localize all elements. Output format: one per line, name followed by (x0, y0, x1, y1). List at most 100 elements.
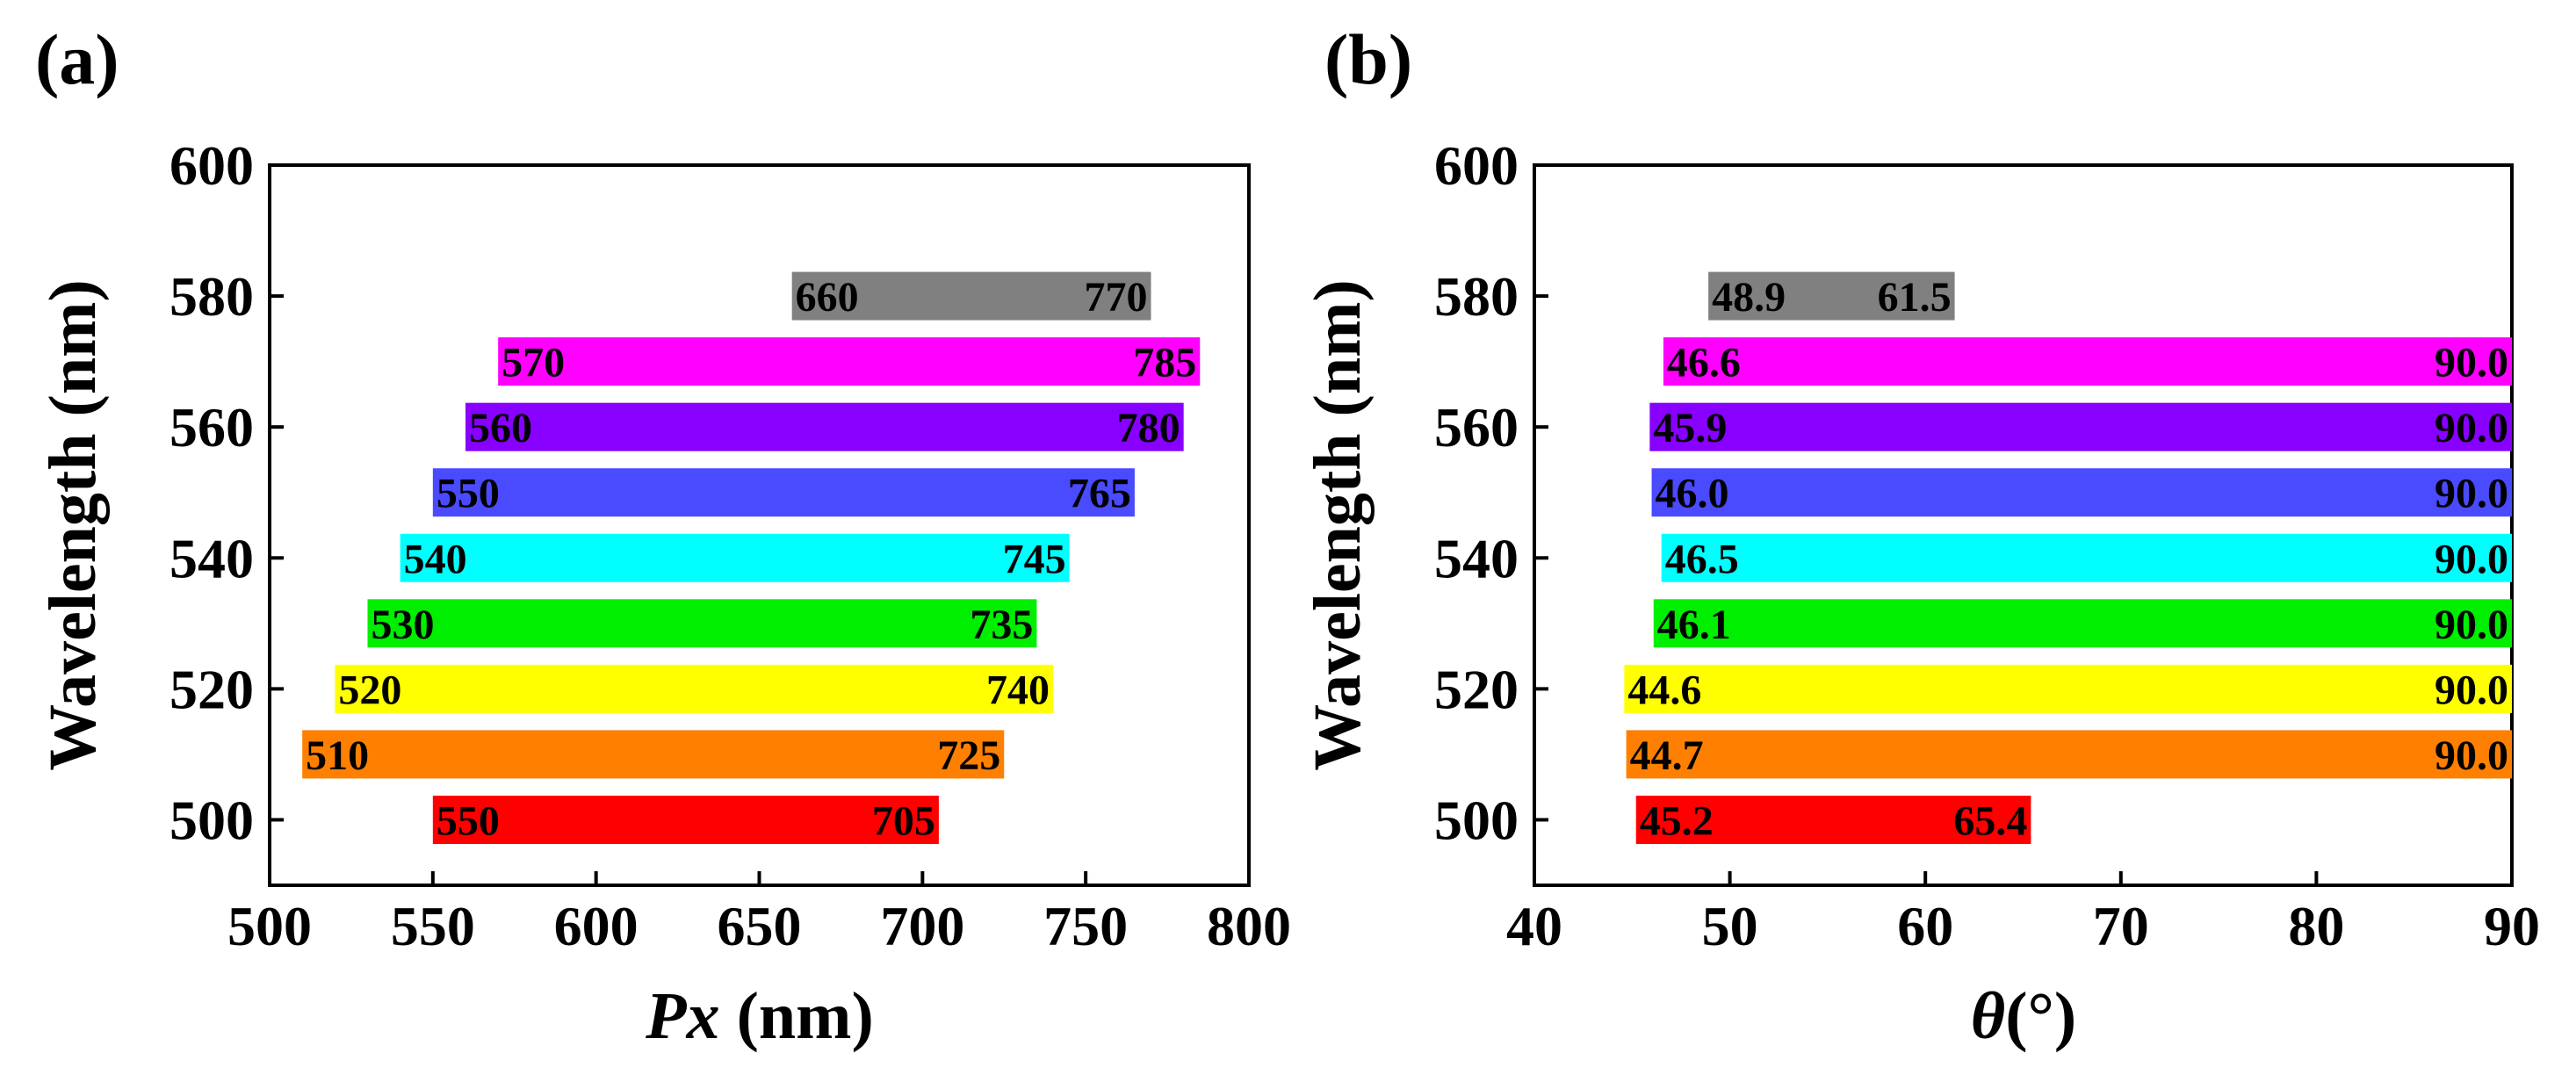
panel-b-x-axis-title: θ(°) (1971, 979, 2076, 1053)
panel-a-bar-510-end-label: 725 (937, 732, 1000, 779)
panel-a-y-tick-label: 500 (170, 789, 254, 851)
panel-a-x-tick-label: 600 (554, 895, 639, 957)
panel-a-bar-570-end-label: 785 (1133, 340, 1196, 386)
panel-b-bar-540-start-label: 46.5 (1665, 536, 1739, 582)
panel-b-bar-520-end-label: 90.0 (2435, 667, 2508, 713)
panel-b-label: (b) (1324, 19, 1412, 99)
panel-b-x-axis-unit: (°) (2005, 979, 2076, 1053)
panel-a-bar-560-end-label: 780 (1117, 405, 1180, 451)
panel-a-y-tick-label: 560 (170, 396, 254, 458)
panel-b-bar-530-end-label: 90.0 (2435, 602, 2508, 648)
panel-b-bar-540-end-label: 90.0 (2435, 536, 2508, 582)
panel-b-x-tick-label: 50 (1702, 895, 1758, 957)
panel-b-bar-510-start-label: 44.7 (1630, 732, 1704, 779)
panel-b-y-tick-label: 540 (1434, 527, 1519, 589)
panel-b-bar-510 (1626, 730, 2512, 779)
panel-b-bar-500-end-label: 65.4 (1953, 797, 2027, 844)
panel-a-x-tick-label: 650 (718, 895, 802, 957)
panel-b-axes-frame (1533, 163, 2514, 887)
panel-a-x-tick-label: 500 (227, 895, 312, 957)
panel-b-y-tick-label: 520 (1434, 658, 1519, 720)
panel-a-x-axis-title: Px (nm) (645, 979, 874, 1053)
panel-a: (a) 550 705 510 725 520 740 530 735 540 745 550 765… (35, 19, 1291, 1053)
panel-b-bar-580 (1708, 271, 1955, 321)
panel-a-bar-570-start-label: 570 (501, 340, 565, 386)
panel-b-bar-550 (1651, 468, 2512, 517)
panel-b-bar-500 (1635, 795, 2031, 844)
panel-b-y-tick-label: 560 (1434, 396, 1519, 458)
panel-b-x-ticks: 40 50 60 70 80 90 (1506, 871, 2540, 957)
panel-b-y-ticks: 500 520 540 560 580 600 (1434, 134, 1548, 851)
panel-a-bar-550 (432, 468, 1135, 517)
panel-a-bar-540-start-label: 540 (404, 536, 467, 582)
panel-a-bar-560 (465, 402, 1184, 451)
panel-a-bar-520 (335, 664, 1053, 713)
panel-a-bar-550-start-label: 550 (437, 471, 500, 517)
panel-a-bar-540 (400, 533, 1070, 582)
panel-a-bar-580 (791, 271, 1151, 321)
panel-a-bar-530-end-label: 735 (970, 602, 1033, 648)
panel-a-y-tick-label: 520 (170, 658, 254, 720)
panel-b-bar-530 (1653, 599, 2512, 648)
panel-a-bar-520-start-label: 520 (338, 667, 401, 713)
panel-a-x-axis-symbol: Px (645, 979, 719, 1053)
panel-a-x-axis-unit: (nm) (737, 979, 874, 1053)
panel-b-bar-500-start-label: 45.2 (1640, 797, 1714, 844)
panel-b-x-tick-label: 80 (2288, 895, 2344, 957)
panel-b-bar-560 (1649, 402, 2512, 451)
panel-a-x-tick-label: 800 (1207, 895, 1291, 957)
panel-b-bar-570-end-label: 90.0 (2435, 340, 2508, 386)
panel-a-bars: 550 705 510 725 520 740 530 735 540 745 550 765 560 7… (302, 271, 1201, 844)
panel-b-bar-580-start-label: 48.9 (1712, 274, 1786, 321)
panel-a-bar-560-start-label: 560 (469, 405, 532, 451)
panel-a-y-tick-label: 580 (170, 265, 254, 328)
panel-a-bar-580-end-label: 770 (1085, 274, 1148, 321)
panel-a-bar-510-start-label: 510 (306, 732, 369, 779)
panel-b-bar-570 (1663, 337, 2512, 386)
panel-b-bar-570-start-label: 46.6 (1667, 340, 1741, 386)
panel-b-x-tick-label: 90 (2484, 895, 2540, 957)
panel-b-y-tick-label: 580 (1434, 265, 1519, 328)
panel-b-x-tick-label: 40 (1506, 895, 1562, 957)
panel-a-y-tick-label: 540 (170, 527, 254, 589)
panel-a-bar-530 (367, 599, 1037, 648)
panel-a-x-ticks: 500 550 600 650 700 750 800 (227, 871, 1291, 957)
panel-a-bar-510 (302, 730, 1005, 779)
panel-a-x-tick-label: 700 (880, 895, 964, 957)
panel-b-bar-520-start-label: 44.6 (1627, 667, 1701, 713)
panel-b-y-axis-title: Wavelength (nm) (1301, 279, 1375, 770)
panel-b-x-axis-symbol: θ (1971, 979, 2005, 1053)
panel-b-y-tick-label: 500 (1434, 789, 1519, 851)
panel-b-bar-580-end-label: 61.5 (1878, 274, 1952, 321)
panel-b-bar-540 (1661, 533, 2512, 582)
panel-a-x-tick-label: 750 (1043, 895, 1128, 957)
panel-b-bar-560-start-label: 45.9 (1653, 405, 1727, 451)
panel-a-bar-570 (498, 337, 1201, 386)
panel-b-bar-550-end-label: 90.0 (2435, 471, 2508, 517)
panel-a-x-tick-label: 550 (391, 895, 475, 957)
panel-b-bar-510-end-label: 90.0 (2435, 732, 2508, 779)
panel-a-bar-500-end-label: 705 (872, 797, 935, 844)
panel-b-bars: 45.2 65.4 44.7 90.0 44.6 90.0 46.1 90.0 46.5 90.0… (1624, 271, 2512, 844)
panel-a-label: (a) (35, 19, 119, 99)
panel-a-y-tick-label: 600 (170, 134, 254, 197)
panel-b-y-tick-label: 600 (1434, 134, 1519, 197)
panel-a-y-ticks: 500 520 540 560 580 600 (170, 134, 284, 851)
panel-b-bar-550-start-label: 46.0 (1656, 471, 1729, 517)
panel-a-bar-550-end-label: 765 (1068, 471, 1131, 517)
panel-b-bar-530-start-label: 46.1 (1657, 602, 1731, 648)
panel-a-y-axis-title: Wavelength (nm) (36, 279, 110, 770)
panel-b-bar-560-end-label: 90.0 (2435, 405, 2508, 451)
panel-a-bar-540-end-label: 745 (1003, 536, 1066, 582)
panel-b-bar-520 (1624, 664, 2512, 713)
panel-a-bar-520-end-label: 740 (986, 667, 1050, 713)
panel-b: (b) 45.2 65.4 44.7 90.0 44.6 90.0 46.1 90.0 46.5… (1301, 19, 2540, 1053)
panel-b-x-tick-label: 60 (1897, 895, 1953, 957)
panel-a-bar-500-start-label: 550 (437, 797, 500, 844)
panel-b-x-tick-label: 70 (2093, 895, 2149, 957)
panel-a-bar-580-start-label: 660 (796, 274, 859, 321)
panel-a-bar-530-start-label: 530 (372, 602, 435, 648)
panel-a-bar-500 (432, 795, 939, 844)
